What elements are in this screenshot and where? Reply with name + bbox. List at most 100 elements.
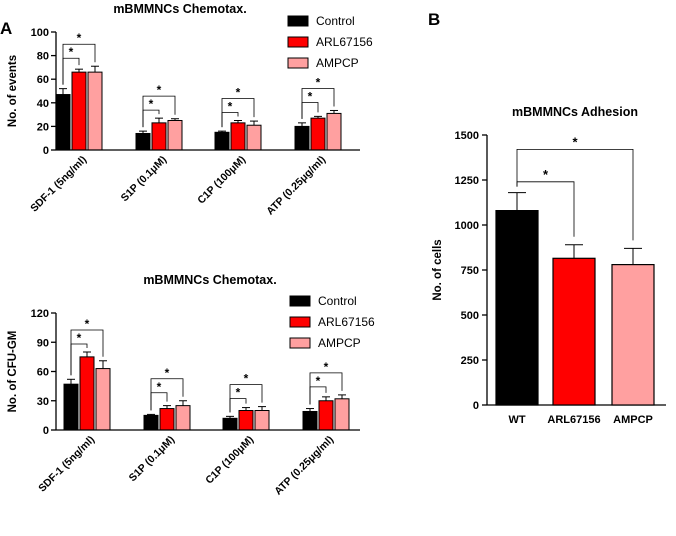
significance-bracket	[221, 98, 255, 128]
bar-ampcp	[95, 368, 111, 431]
significance-star: *	[316, 75, 321, 89]
y-tick-label: 90	[37, 337, 49, 349]
y-tick-label: 750	[461, 265, 479, 277]
bar-ampcp	[254, 410, 270, 431]
significance-bracket	[62, 43, 96, 85]
significance-star: *	[308, 89, 313, 103]
y-tick-label: 0	[473, 400, 479, 412]
y-tick-label: 500	[461, 310, 479, 322]
significance-star: *	[77, 31, 82, 45]
y-tick-label: 60	[37, 74, 49, 86]
significance-star: *	[543, 167, 549, 182]
significance-bracket	[70, 329, 104, 376]
significance-star: *	[77, 331, 82, 345]
panel-b-label: B	[428, 10, 440, 29]
bar-arl67156	[159, 408, 175, 431]
x-tick-label: ATP (0.25μg/ml)	[264, 154, 328, 218]
significance-bracket	[301, 88, 335, 119]
y-tick-label: 40	[37, 98, 49, 110]
y-tick-label: 0	[43, 145, 49, 157]
legend-swatch-ampcp	[287, 57, 309, 69]
significance-star: *	[149, 97, 154, 111]
bar-control	[143, 414, 159, 431]
bar-arl67156	[552, 257, 596, 406]
y-tick-label: 30	[37, 396, 49, 408]
legend-swatch-arl67156	[287, 36, 309, 48]
significance-bracket	[150, 392, 168, 411]
bar-ampcp	[87, 71, 103, 151]
significance-bracket	[150, 378, 184, 411]
legend-swatch-ampcp	[289, 337, 311, 349]
bar-ampcp	[326, 112, 342, 151]
bar-ampcp	[334, 398, 350, 431]
y-tick-label: 1500	[455, 130, 479, 142]
y-tick-label: 60	[37, 367, 49, 379]
legend-label: Control	[318, 294, 357, 308]
y-tick-label: 80	[37, 51, 49, 63]
significance-star: *	[236, 86, 241, 100]
significance-star: *	[85, 317, 90, 331]
chart-title: mBMMNCs Adhesion	[512, 105, 638, 119]
significance-star: *	[165, 366, 170, 380]
x-tick-label: ARL67156	[547, 414, 600, 426]
y-axis-label: No. of CFU-GM	[7, 331, 19, 413]
legend-swatch-control	[289, 295, 311, 307]
bar-control	[302, 410, 318, 431]
significance-star: *	[157, 83, 162, 97]
bar-arl67156	[71, 71, 87, 151]
legend-label: AMPCP	[318, 336, 361, 350]
y-tick-label: 1000	[455, 220, 479, 232]
bar-control	[63, 383, 79, 431]
chart-title: mBMMNCs Chemotax.	[143, 273, 276, 287]
bar-ampcp	[167, 120, 183, 151]
bar-arl67156	[79, 356, 95, 431]
bar-arl67156	[238, 410, 254, 431]
x-tick-label: AMPCP	[613, 414, 653, 426]
legend-swatch-arl67156	[289, 316, 311, 328]
y-tick-label: 0	[43, 425, 49, 437]
y-tick-label: 1250	[455, 175, 479, 187]
y-axis-label: No. of cells	[432, 239, 444, 300]
bar-arl67156	[310, 117, 326, 151]
bar-wt	[495, 210, 539, 406]
x-tick-label: S1P (0.1μM)	[127, 434, 177, 484]
x-tick-label: C1P (100μM)	[195, 154, 248, 207]
x-tick-label: C1P (100μM)	[203, 434, 256, 487]
significance-bracket	[229, 384, 263, 413]
bar-control	[214, 131, 230, 151]
bar-arl67156	[230, 122, 246, 151]
significance-star: *	[228, 100, 233, 114]
significance-star: *	[157, 380, 162, 394]
x-tick-label: SDF-1 (5ng/ml)	[28, 154, 89, 215]
bar-arl67156	[151, 122, 167, 151]
y-tick-label: 250	[461, 355, 479, 367]
x-tick-label: WT	[508, 414, 525, 426]
legend-label: AMPCP	[316, 56, 359, 70]
significance-star: *	[244, 372, 249, 386]
x-tick-label: S1P (0.1μM)	[119, 154, 169, 204]
bar-control	[222, 417, 238, 431]
y-tick-label: 20	[37, 121, 49, 133]
bar-control	[294, 125, 310, 151]
bar-control	[135, 132, 151, 151]
legend-swatch-control	[287, 15, 309, 27]
x-tick-label: ATP (0.25μg/ml)	[272, 434, 336, 498]
panel-a-label: A	[0, 19, 12, 38]
x-tick-label: SDF-1 (5ng/ml)	[36, 434, 97, 495]
significance-star: *	[236, 386, 241, 400]
y-tick-label: 100	[31, 27, 49, 39]
significance-star: *	[572, 134, 578, 149]
significance-bracket	[142, 95, 176, 128]
bar-ampcp	[175, 405, 191, 431]
significance-star: *	[316, 374, 321, 388]
bar-control	[55, 94, 71, 151]
bar-arl67156	[318, 400, 334, 431]
bar-ampcp	[246, 124, 262, 151]
y-tick-label: 120	[31, 308, 49, 320]
legend-label: Control	[316, 14, 355, 28]
significance-star: *	[324, 360, 329, 374]
legend-label: ARL67156	[318, 315, 375, 329]
y-axis-label: No. of events	[7, 55, 19, 127]
bar-ampcp	[611, 264, 655, 406]
